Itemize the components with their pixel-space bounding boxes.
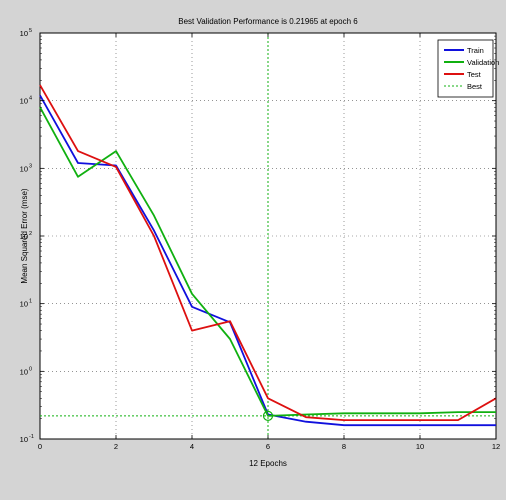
y-tick-label: 10 — [20, 232, 28, 241]
y-tick-exponent: 1 — [29, 299, 32, 305]
series-line-validation — [39, 106, 496, 417]
y-tick-label: 10 — [20, 435, 28, 444]
legend-label-train: Train — [467, 46, 484, 55]
x-tick-label: 10 — [416, 442, 424, 451]
y-tick-label: 10 — [20, 97, 28, 106]
legend-label-test: Test — [467, 70, 482, 79]
y-tick-exponent: 3 — [29, 163, 32, 169]
y-tick-label: 10 — [20, 29, 28, 38]
grid — [40, 33, 496, 439]
chart-title: Best Validation Performance is 0.21965 a… — [178, 17, 358, 26]
y-tick-exponent: 2 — [29, 231, 32, 237]
best-point-marker — [262, 410, 274, 421]
y-tick-label: 10 — [20, 164, 28, 173]
x-tick-label: 4 — [190, 442, 194, 451]
x-tick-label: 2 — [114, 442, 118, 451]
y-tick-exponent: 5 — [29, 28, 32, 34]
y-axis-label: Mean Squared Error (mse) — [20, 188, 29, 283]
y-tick-exponent: 4 — [29, 96, 32, 102]
legend: Train Validation Test Best — [437, 39, 499, 98]
legend-label-validation: Validation — [467, 58, 499, 67]
x-tick-label: 12 — [492, 442, 500, 451]
y-tick-label: 10 — [20, 300, 28, 309]
y-tick-label: 10 — [20, 367, 28, 376]
series-line-test — [39, 84, 497, 422]
x-tick-label: 6 — [266, 442, 270, 451]
legend-box — [437, 39, 494, 98]
x-tick-label: 8 — [342, 442, 346, 451]
series-lines — [39, 84, 497, 427]
x-axis-label: 12 Epochs — [249, 459, 287, 468]
y-tick-exponent: 0 — [29, 366, 32, 372]
legend-label-best: Best — [467, 82, 483, 91]
x-tick-label: 0 — [38, 442, 42, 451]
y-tick-exponent: -1 — [29, 434, 34, 440]
